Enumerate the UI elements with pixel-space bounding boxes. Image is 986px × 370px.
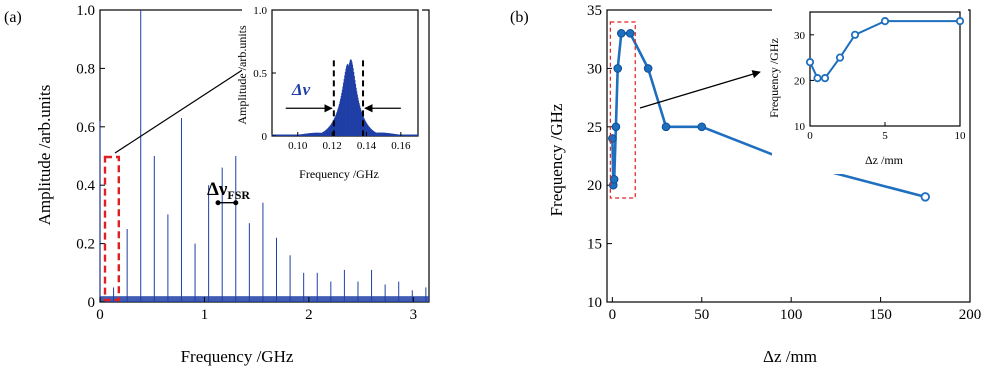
b-main-xtick-label: 50: [694, 307, 709, 323]
a-highlight-box: [103, 155, 121, 302]
b-inset-background: [772, 4, 968, 174]
fsr-arrow-end: [215, 200, 221, 206]
b-highlight-box: [609, 21, 636, 199]
b-main-ytick-label: 25: [587, 120, 602, 136]
a-inset-xtick-label: 0.16: [391, 140, 411, 152]
spectrum-noise-floor: [100, 296, 429, 302]
b-inset-point: [850, 30, 860, 39]
panel-a-inset-ylabel: Amplitude /arb.units: [235, 25, 249, 125]
a-main-ytick-label: 1.0: [76, 3, 95, 19]
panel-b-xlabel: Δz /mm: [763, 347, 817, 366]
b-main-point: [625, 29, 635, 38]
panel-b-inset-xlabel: Δz /mm: [865, 153, 904, 167]
a-inset-xtick-label: 0.10: [288, 140, 308, 152]
b-main-ytick-label: 10: [587, 295, 602, 311]
panel-a-xlabel: Frequency /GHz: [181, 347, 294, 366]
b-inset-xtick-label: 0: [807, 130, 813, 142]
panel-a-main-axes: 0 1 2 3 0 0.2 0.4 0.6 0.8 1.0: [76, 3, 430, 323]
panel-a-inset-xlabel: Frequency /GHz: [299, 167, 379, 181]
a-main-ytick-label: 0.2: [76, 237, 95, 253]
b-main-point: [611, 122, 621, 132]
b-main-point: [613, 64, 623, 73]
b-main-xtick-label: 100: [780, 307, 803, 323]
fsr-arrow-end: [233, 200, 239, 206]
panel-b-inset-axes: 0 5 10 10 20 30: [772, 4, 968, 174]
b-main-point: [617, 29, 626, 38]
panel-b-ylabel: Frequency /GHz: [547, 103, 566, 216]
fsr-symbol: ΔνFSR: [207, 179, 250, 202]
a-inset-ytick-label: 0.5: [253, 68, 267, 80]
panel-a-ylabel: Amplitude /arb.units: [35, 85, 54, 226]
a-main-xtick-label: 2: [305, 307, 313, 323]
b-main-ytick-label: 30: [587, 61, 602, 77]
b-inset-ytick-label: 10: [794, 121, 806, 133]
b-inset-xtick-label: 10: [955, 130, 967, 142]
b-main-ytick-label: 15: [587, 237, 602, 253]
a-main-ytick-label: 0.8: [76, 61, 95, 77]
b-main-ytick-label: 20: [587, 178, 602, 194]
panel-a-label: (a): [4, 9, 22, 26]
b-inset-ytick-label: 30: [794, 30, 806, 42]
a-main-ytick-label: 0: [88, 295, 96, 311]
b-main-xtick-label: 0: [609, 307, 617, 323]
b-zoom-arrow: [639, 70, 761, 109]
b-inset-point: [820, 74, 830, 83]
a-inset-background: [242, 4, 422, 186]
a-inset-xtick-label: 0.14: [357, 140, 377, 152]
a-inset-xtick-label: 0.12: [322, 140, 341, 152]
panel-b-inset-ylabel: Frequency /GHz: [767, 38, 781, 118]
a-main-ytick-label: 0.4: [76, 178, 95, 194]
a-inset-ytick-label: 1.0: [253, 5, 267, 17]
b-main-point: [643, 64, 653, 73]
a-main-xtick-label: 1: [201, 307, 209, 323]
a-main-xtick-label: 3: [410, 307, 418, 323]
b-main-xtick-label: 200: [959, 307, 982, 323]
b-main-point: [697, 122, 707, 132]
inset-linewidth-symbol: Δν: [291, 80, 311, 99]
a-main-xtick-label: 0: [96, 307, 104, 323]
b-main-end-point: [920, 192, 930, 202]
panel-b-label: (b): [510, 9, 529, 26]
panel-a-inset-axes: 0.10 0.12 0.14 0.16 0 0.5 1.0: [242, 4, 422, 186]
b-inset-point: [835, 53, 845, 62]
b-inset-ytick-label: 20: [794, 75, 806, 87]
a-main-ytick-label: 0.6: [76, 120, 95, 136]
b-main-ytick-label: 35: [587, 3, 602, 19]
b-inset-point: [805, 58, 815, 67]
a-zoom-arrow: [114, 64, 251, 154]
a-inset-ytick-label: 0: [262, 131, 268, 143]
b-inset-point: [880, 17, 890, 26]
b-main-point: [661, 122, 671, 132]
b-main-xtick-label: 150: [869, 307, 892, 323]
b-main-point: [608, 134, 617, 143]
fsr-annotation: ΔνFSR: [207, 179, 250, 202]
b-inset-point: [955, 17, 965, 26]
b-inset-point: [813, 74, 822, 83]
b-inset-xtick-label: 5: [882, 130, 888, 142]
b-main-point: [609, 175, 619, 184]
